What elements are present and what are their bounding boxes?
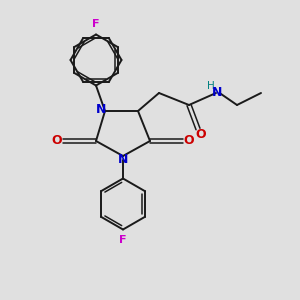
Text: O: O [184, 134, 194, 148]
Text: N: N [96, 103, 106, 116]
Text: F: F [119, 235, 127, 245]
Text: H: H [207, 81, 214, 92]
Text: O: O [52, 134, 62, 148]
Text: N: N [212, 86, 223, 99]
Text: O: O [196, 128, 206, 141]
Text: F: F [92, 19, 100, 29]
Text: N: N [118, 153, 128, 166]
